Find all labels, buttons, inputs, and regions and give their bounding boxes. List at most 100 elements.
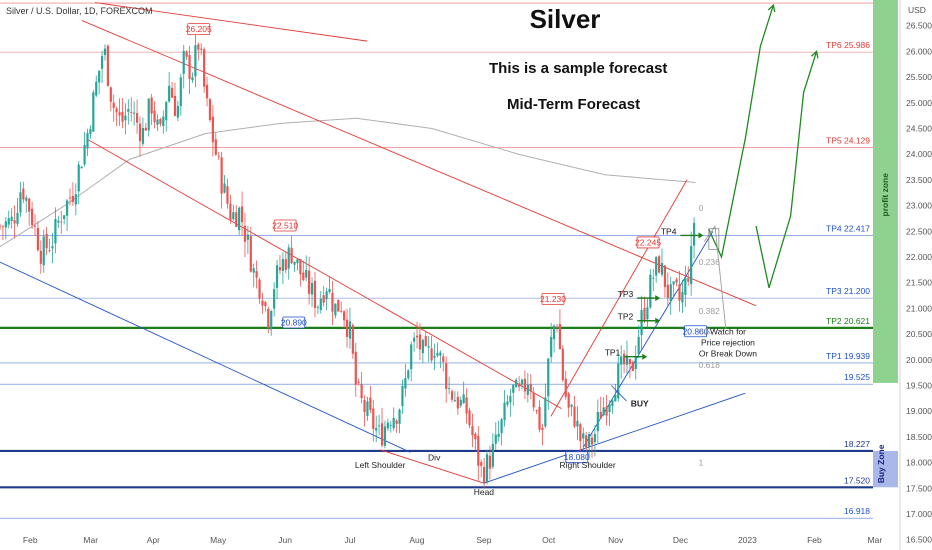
candle-body: [652, 277, 655, 279]
candle-body: [611, 400, 614, 406]
chart-labels: 26.205 22.510 20.890 21.230 18.080 22.245 20.8…: [186, 23, 757, 497]
forecast-arrow-primary: [707, 4, 774, 260]
candle-body: [453, 400, 457, 402]
candle-body: [570, 404, 573, 407]
candle-body: [226, 186, 229, 204]
candle-body: [497, 433, 500, 437]
candle-body: [252, 268, 255, 273]
candle-body: [462, 394, 465, 404]
candle-body: [634, 356, 637, 369]
candle-body: [657, 256, 661, 273]
candle-body: [386, 422, 389, 429]
candle-body: [380, 423, 384, 446]
candle-body: [372, 408, 375, 429]
level-label-l18227: 18.227: [844, 439, 870, 449]
candle-body: [517, 383, 521, 387]
candle-body: [208, 99, 212, 120]
candle-body: [80, 166, 83, 169]
candle-body: [334, 303, 337, 316]
y-tick-label: 26.000: [906, 46, 932, 56]
buy-label: BUY: [631, 399, 649, 409]
candle-body: [357, 381, 360, 383]
candle-body: [165, 101, 168, 121]
candle-body: [296, 259, 299, 264]
candle-body: [211, 116, 214, 143]
candle-body: [655, 257, 658, 276]
candle-body: [273, 289, 276, 309]
tp-arrow-head: [698, 232, 704, 239]
tp-arrow-head: [655, 317, 661, 324]
buy-zone-label: Buy Zone: [876, 444, 886, 483]
price-tag-label: 20.890: [281, 318, 307, 328]
candle-body: [573, 406, 576, 427]
trend-lines: [0, 2, 757, 484]
candle-body: [599, 411, 602, 419]
candle-body: [637, 336, 640, 355]
price-tag-label: 22.245: [635, 237, 661, 247]
candle-body: [310, 283, 314, 295]
candle-body: [51, 246, 54, 249]
candle-body: [354, 351, 357, 385]
y-tick-label: 26.500: [906, 21, 932, 31]
candle-body: [617, 363, 620, 399]
candle-body: [48, 250, 51, 252]
candle-body: [550, 336, 553, 357]
candle-body: [133, 112, 136, 114]
candle-body: [468, 410, 471, 426]
candle-body: [523, 378, 527, 392]
candle-body: [16, 212, 19, 224]
candle-body: [427, 346, 430, 348]
x-tick-label: Jul: [345, 535, 356, 545]
x-tick-label: Nov: [608, 535, 624, 545]
candle-body: [579, 424, 582, 442]
x-tick-label: Oct: [542, 535, 556, 545]
candle-body: [552, 325, 556, 340]
candle-body: [672, 281, 675, 285]
candle-body: [121, 111, 124, 122]
candle-body: [404, 377, 407, 389]
candle-body: [36, 228, 40, 251]
candle-body: [526, 384, 529, 395]
level-lines: TP7 26.940 TP6 25.986 TP5 24.129 TP4 22.417…: [0, 0, 873, 519]
x-tick-label: Feb: [23, 535, 38, 545]
y-tick-label: 21.000: [906, 303, 932, 313]
y-tick-label: 19.500: [906, 381, 932, 391]
candle-body: [28, 198, 31, 212]
candle-body: [433, 355, 436, 358]
candle-body: [389, 425, 392, 426]
level-label-l19525: 19.525: [844, 372, 870, 382]
candle-body: [348, 321, 352, 339]
y-tick-label: 20.000: [906, 355, 932, 365]
candle-body: [0, 225, 2, 227]
candle-body: [512, 384, 515, 393]
x-tick-label: Sep: [476, 535, 491, 545]
forecast-arrow-secondary: [755, 51, 818, 289]
candle-body: [83, 145, 86, 165]
head-left-line: [380, 449, 485, 484]
candle-body: [162, 116, 165, 127]
candle-body: [246, 234, 249, 240]
profit-zone-band: profit zone Buy Zone: [873, 0, 898, 488]
candle-body: [547, 358, 550, 397]
candle-body: [267, 308, 270, 329]
candle-body: [95, 81, 98, 96]
candle-body: [60, 221, 63, 223]
candle-body: [625, 355, 629, 365]
candle-body: [284, 259, 287, 270]
candle-body: [92, 92, 95, 132]
candle-body: [63, 215, 66, 219]
candle-body: [532, 392, 535, 408]
axis-background: [900, 0, 932, 550]
x-tick-label: Mar: [868, 535, 883, 545]
price-tag-box: [684, 325, 707, 338]
moving-average-line: [0, 117, 696, 248]
candle-body: [240, 206, 244, 223]
candle-body: [322, 295, 325, 303]
candle-body: [57, 220, 60, 223]
candle-body: [153, 110, 156, 123]
candle-body: [675, 279, 678, 283]
tp-arrow-label: TP4: [661, 226, 677, 236]
candle-body: [30, 208, 34, 226]
candle-body: [33, 225, 37, 227]
